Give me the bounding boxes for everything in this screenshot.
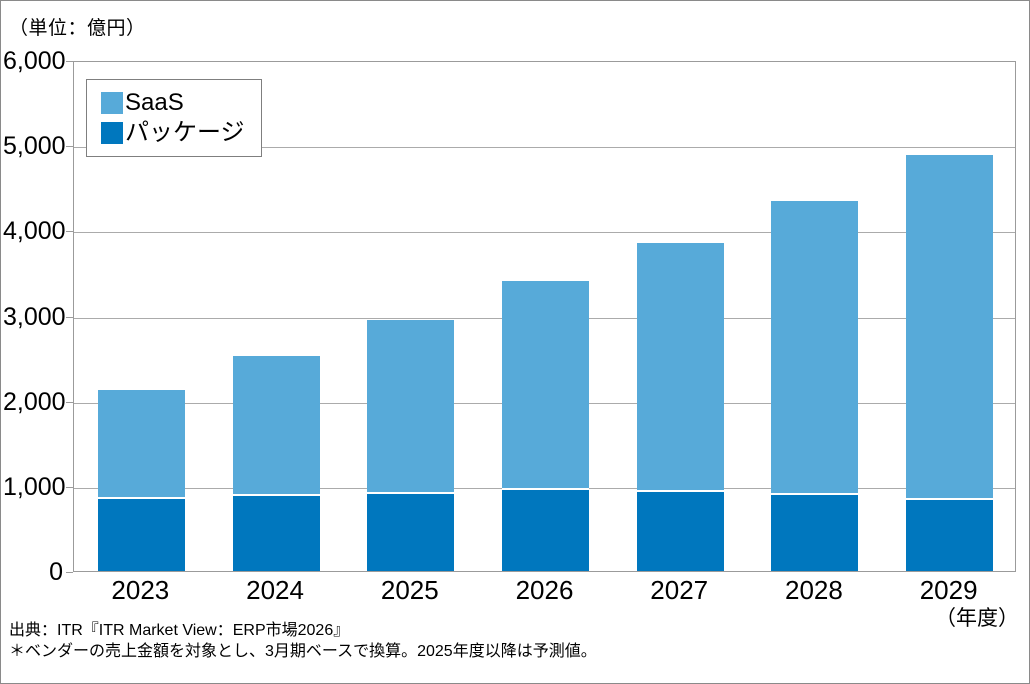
y-tick-mark (66, 572, 73, 573)
plot-area: SaaS パッケージ (73, 61, 1016, 572)
footer: 出典：ITR『ITR Market View：ERP市場2026』 ＊ベンダーの… (9, 620, 597, 662)
bar-segment-package (367, 491, 455, 571)
x-tick-label-2024: 2024 (246, 575, 304, 605)
bar-segment-saas (367, 319, 455, 492)
bar-slot-2025 (343, 62, 478, 571)
source-line: 出典：ITR『ITR Market View：ERP市場2026』 (9, 622, 350, 639)
stacked-bar-2023 (97, 389, 185, 571)
legend-swatch-saas-icon (101, 92, 123, 114)
bar-segment-package (906, 497, 994, 571)
bar-slot-2028 (748, 62, 883, 571)
y-tick-mark (66, 486, 73, 488)
y-tick-label: 2,000 (3, 387, 66, 416)
bar-slot-2023 (74, 62, 209, 571)
x-tick-label-2026: 2026 (515, 575, 574, 605)
stacked-bar-2027 (636, 243, 724, 571)
bar-slot-2029 (882, 62, 1017, 571)
bar-segment-package (97, 496, 185, 571)
bar-segment-saas (232, 355, 320, 495)
y-tick-label: 3,000 (3, 302, 66, 331)
bar-slot-2024 (209, 62, 344, 571)
y-tick-mark (66, 316, 73, 318)
gridline (74, 147, 1015, 149)
x-tick-label-2029: 2029 (919, 575, 978, 605)
x-tick-label-2028: 2028 (785, 575, 843, 605)
bar-segment-saas (501, 281, 589, 489)
x-axis-unit-label: （年度） (935, 607, 1019, 630)
bar-segment-package (232, 494, 320, 571)
bar-segment-package (501, 488, 589, 571)
bar-slot-2026 (478, 62, 613, 571)
bar-segment-saas (636, 243, 724, 491)
legend-label-saas: SaaS (125, 89, 184, 116)
y-tick-label: 0 (49, 558, 63, 586)
stacked-bar-2028 (771, 201, 859, 571)
bar-segment-saas (97, 389, 185, 497)
y-tick-mark (66, 61, 73, 62)
bar-segment-saas (906, 154, 994, 498)
stacked-bar-2029 (906, 154, 994, 571)
note-line: ＊ベンダーの売上金額を対象とし、3月期ベースで換算。2025年度以降は予測値。 (9, 643, 597, 660)
bar-segment-saas (771, 201, 859, 493)
x-tick-label-2025: 2025 (380, 575, 439, 605)
bar-slot-2027 (613, 62, 748, 571)
stacked-bar-2025 (367, 319, 455, 571)
stacked-bar-2026 (501, 281, 589, 571)
unit-label: （単位：億円） (9, 18, 146, 39)
gridline (74, 232, 1015, 234)
y-tick-label: 6,000 (3, 47, 66, 75)
legend-swatch-package-icon (101, 122, 123, 144)
stacked-bar-2024 (232, 355, 320, 571)
y-tick-mark (66, 231, 73, 233)
legend: SaaS パッケージ (86, 79, 262, 157)
y-tick-mark (66, 146, 73, 148)
x-tick-label-2027: 2027 (650, 575, 709, 605)
bar-segment-package (771, 492, 859, 571)
y-tick-label: 1,000 (3, 472, 66, 501)
y-tick-mark (66, 401, 73, 403)
legend-label-package: パッケージ (125, 119, 245, 146)
bar-segment-package (636, 490, 724, 571)
y-tick-label: 4,000 (3, 217, 66, 246)
legend-item-saas: SaaS (101, 88, 245, 118)
y-tick-label: 5,000 (3, 132, 66, 161)
x-tick-label-2023: 2023 (111, 575, 170, 605)
legend-item-package: パッケージ (101, 118, 245, 148)
